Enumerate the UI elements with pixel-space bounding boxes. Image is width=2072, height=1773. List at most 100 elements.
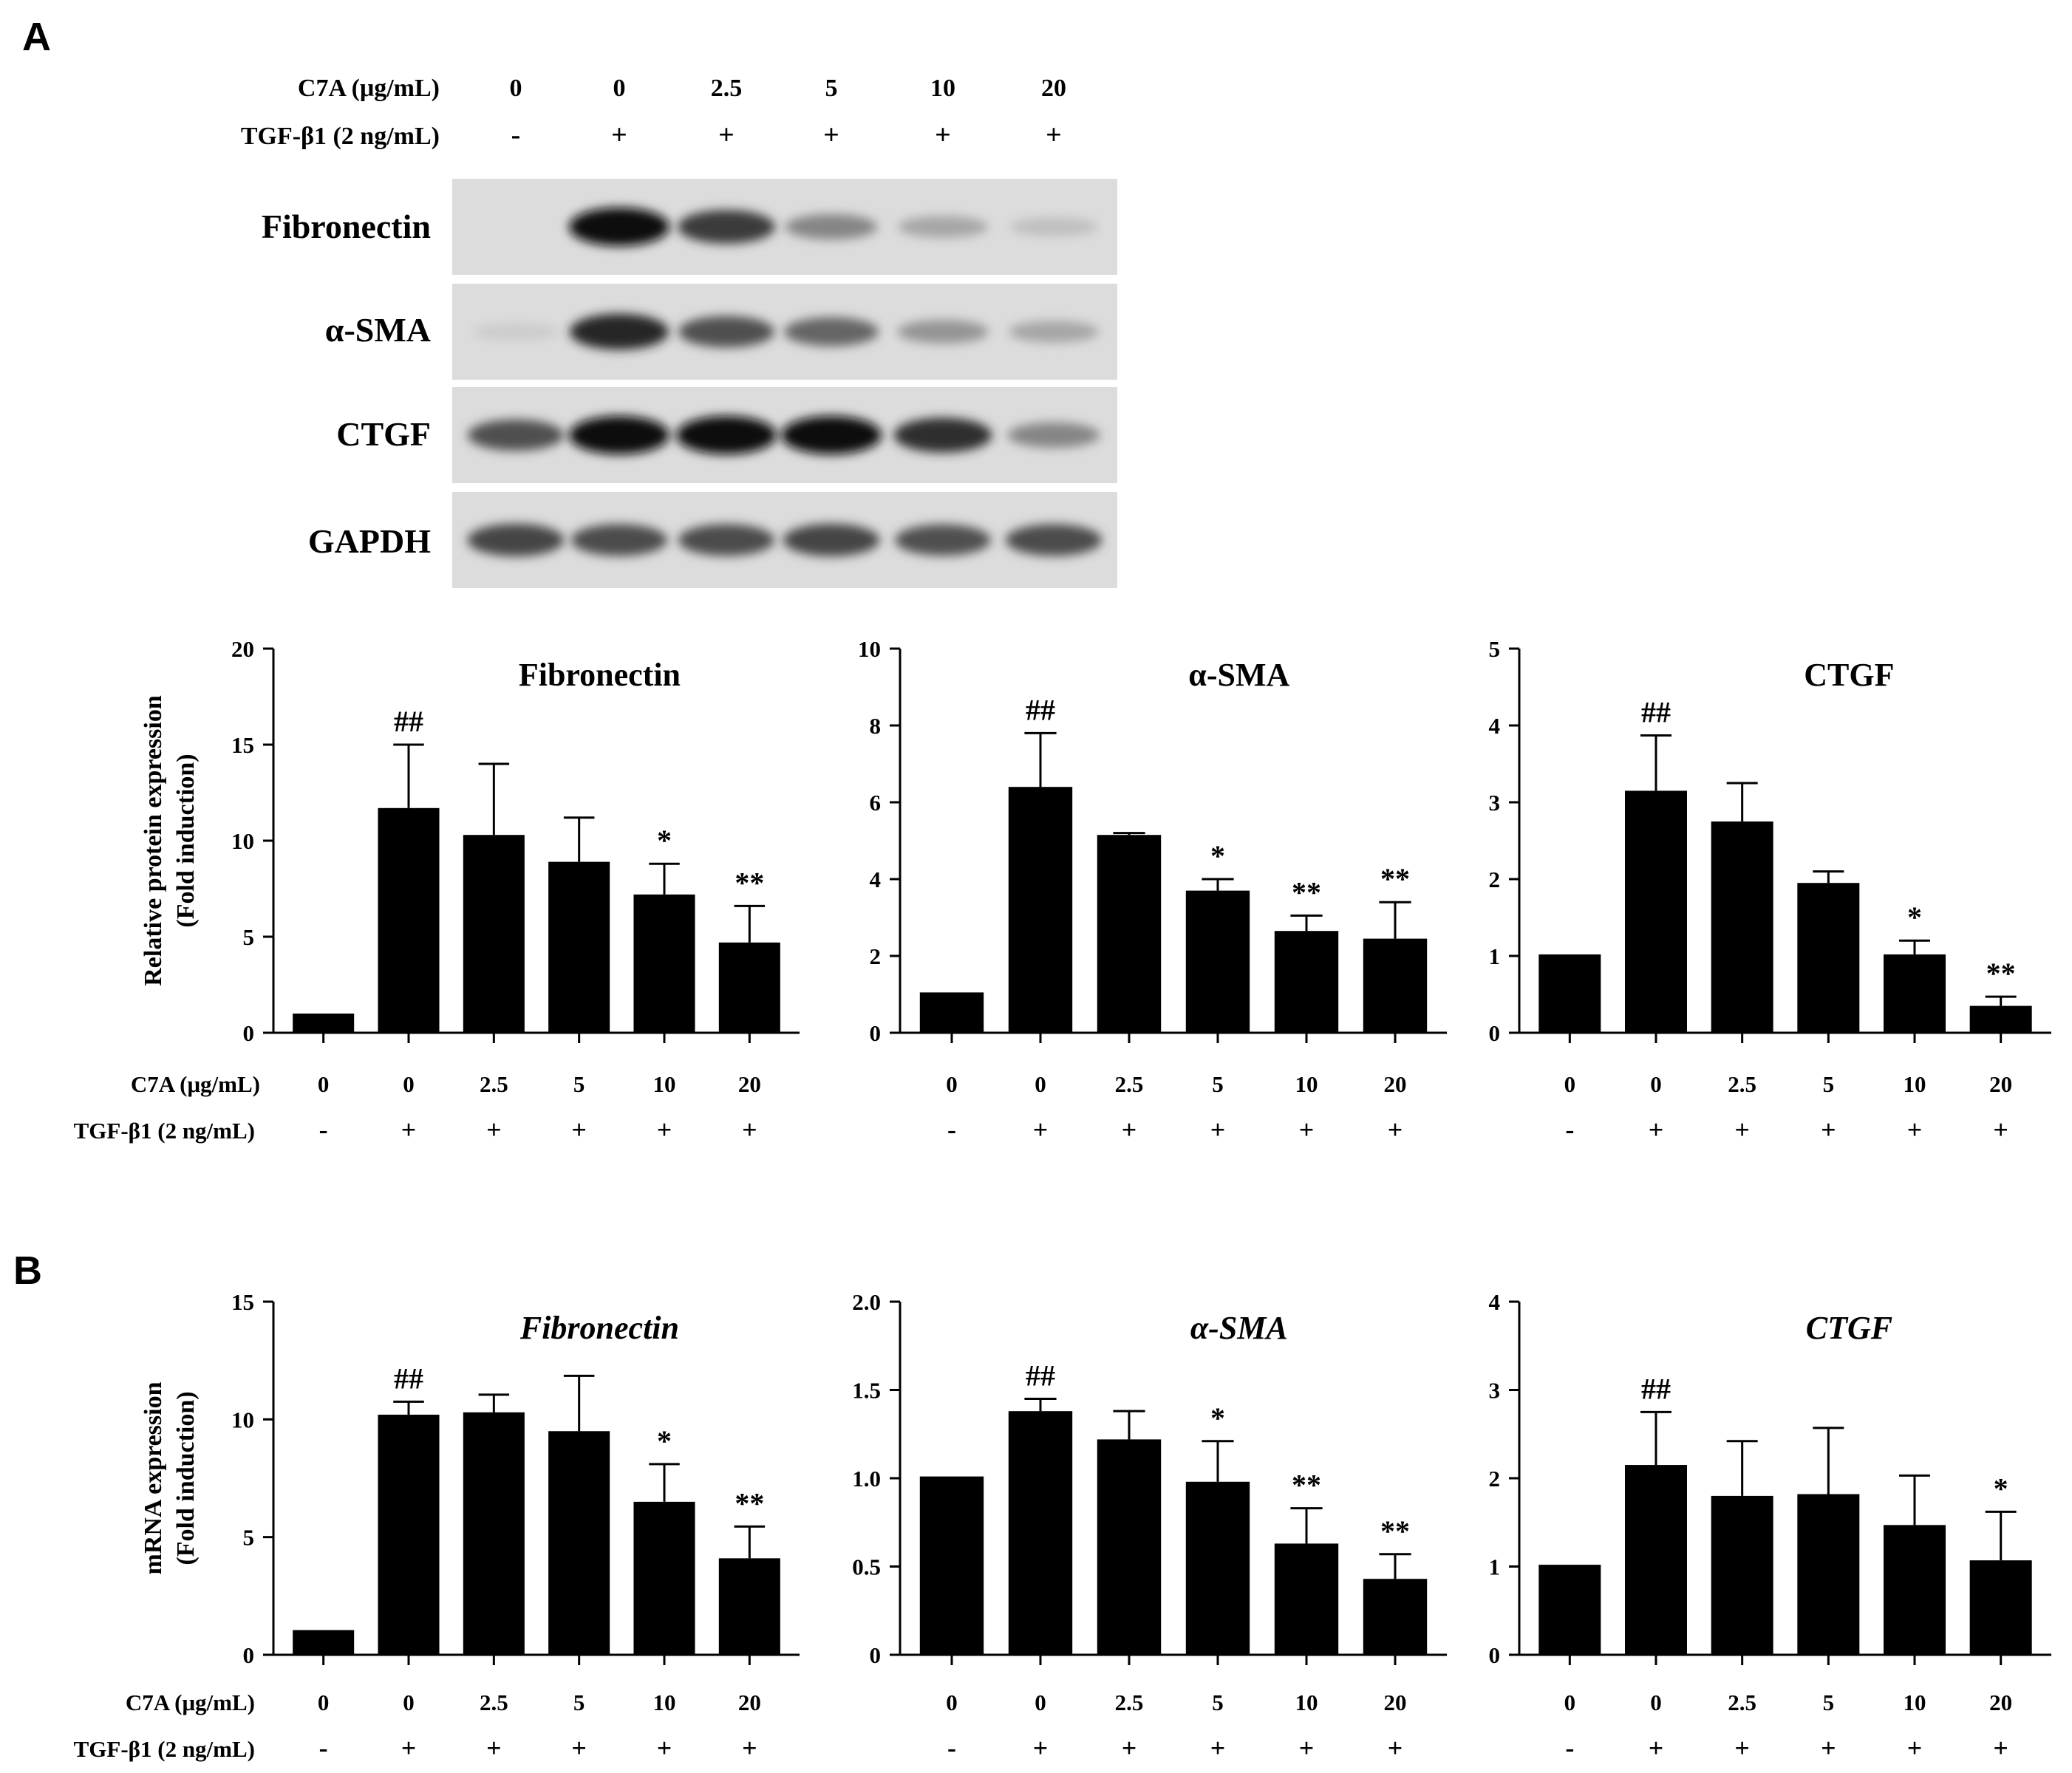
blot-protein-label-ctgf: CTGF [336,415,431,453]
blot-protein-label-gapdh: GAPDH [308,522,431,560]
y-tick-label: 2.0 [852,1289,881,1315]
x-tick-label-c7a: 0 [403,1690,415,1715]
blot-c7a-value: 20 [1041,75,1066,102]
x-tick-label-tgf: + [1033,1115,1049,1144]
x-tick-label-tgf: + [657,1733,672,1763]
blot-c7a-value: 0 [613,75,626,102]
blot-band [678,524,775,556]
blot-band [570,313,669,350]
y-tick-label: 6 [870,790,882,816]
bar [1008,787,1073,1033]
y-tick-label: 0 [870,1020,882,1046]
y-tick-label: 1 [1489,943,1501,969]
x-tick-label-tgf: - [319,1733,328,1763]
y-tick-label: 1.5 [852,1378,881,1404]
bar [1711,1495,1773,1655]
x-tick-label-tgf: + [1907,1115,1923,1144]
x-tick-label-c7a: 5 [573,1071,585,1097]
x-tick-label-tgf: + [1649,1733,1664,1763]
y-tick-label: 4 [1489,713,1501,739]
blot-band [569,208,669,246]
blot-lane-labels: 0 0 2.5 5 10 20 - + + + + + [510,75,1067,151]
significance-label: ## [1026,693,1055,726]
significance-label: * [657,824,672,857]
y-tick-label: 0.5 [852,1554,881,1580]
blot-strip-background [452,179,1117,275]
bar [1884,1525,1946,1655]
x-tick-label-c7a: 10 [1904,1690,1926,1715]
x-tick-label-tgf: - [319,1115,328,1144]
y-tick-label: 10 [858,636,881,662]
blot-band [1009,217,1098,236]
y-tick-label: 2 [1489,867,1501,892]
bar-chart-mrna-3: 0 5 10 15 Fibronectin mRNA expression (Fold in… [140,1289,800,1763]
bar [1274,1543,1339,1655]
x-tick-label-tgf: + [1388,1115,1403,1144]
blot-c7a-label: C7A (μg/mL) [298,75,440,102]
bar [718,1558,780,1655]
x-tick-label-c7a: 2.5 [1728,1690,1756,1715]
bar [633,894,695,1033]
blot-band [898,216,988,238]
blot-c7a-value: 5 [825,75,838,102]
blot-c7a-value: 0 [510,75,522,102]
x-tick-label-c7a: 5 [573,1690,585,1715]
bar [1538,1565,1601,1655]
blot-band [1007,422,1100,448]
x-tick-label-tgf: + [1122,1115,1137,1144]
significance-label: ** [735,866,764,899]
bar [548,1431,610,1655]
blot-tgf-value: + [823,120,839,151]
y-tick-label: 3 [1489,1378,1501,1404]
x-tick-label-c7a: 20 [1384,1071,1407,1097]
blot-tgf-value: + [611,120,627,151]
y-tick-label: 4 [870,867,882,892]
x-tick-label-c7a: 10 [1295,1690,1318,1715]
y-axis-label: (Fold induction) [172,1391,200,1565]
y-tick-label: 4 [1489,1289,1501,1315]
blot-strip-1 [452,284,1117,380]
bar [1097,835,1162,1033]
x-tick-label-tgf: + [486,1733,502,1763]
bar [1711,821,1773,1033]
y-tick-label: 10 [231,828,254,854]
y-tick-label: 20 [231,636,254,662]
significance-label: * [1210,839,1225,872]
chart-title: Fibronectin [519,657,681,693]
blot-band [1009,321,1099,343]
y-tick-label: 2 [870,943,882,969]
x-tick-label-tgf: + [1299,1115,1315,1144]
blot-c7a-value: 2.5 [711,75,743,102]
blot-band [678,210,775,244]
x-tick-label-c7a: 0 [1035,1071,1046,1097]
significance-label: * [657,1424,672,1458]
x-tick-label-tgf: - [947,1733,956,1763]
blot-strip-0 [452,179,1117,275]
blot-band [1005,524,1103,556]
bar [1008,1411,1073,1655]
chart-title: Fibronectin [519,1310,679,1346]
y-tick-label: 8 [870,713,882,739]
x-tick-label-tgf: + [742,1115,757,1144]
bar [548,861,610,1033]
bar [718,942,780,1033]
x-tick-label-c7a: 0 [1035,1690,1046,1715]
x-tick-label-tgf: + [657,1115,672,1144]
x-tick-label-c7a: 0 [946,1071,958,1097]
x-tick-label-tgf: + [401,1733,417,1763]
blot-strip-3 [452,492,1117,588]
bar [293,1630,355,1655]
blot-band [467,524,565,556]
x-tick-label-tgf: + [742,1733,757,1763]
bar [1363,938,1428,1033]
x-tick-label-c7a: 2.5 [480,1071,508,1097]
blot-band [471,323,560,341]
x-tick-label-c7a: 0 [318,1071,330,1097]
bar [1884,954,1946,1033]
blot-band [785,213,878,240]
x-tick-label-tgf: + [1907,1733,1923,1763]
row2-c7a-label: C7A (μg/mL) [126,1690,255,1715]
x-tick-label-tgf: + [1734,1115,1750,1144]
blot-band [897,319,989,344]
